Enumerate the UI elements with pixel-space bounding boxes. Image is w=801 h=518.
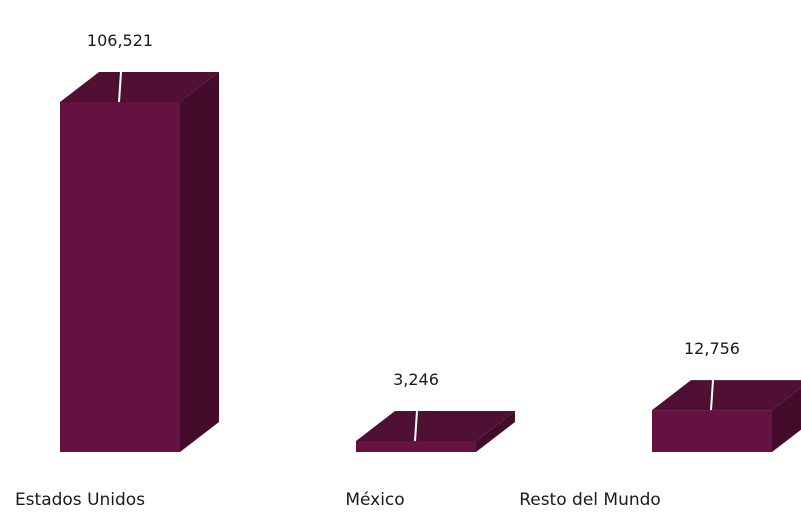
bar-side-2 xyxy=(476,411,515,452)
value-label-2: 3,246 xyxy=(393,370,439,389)
value-label-1: 106,521 xyxy=(87,31,153,50)
bar-front-2 xyxy=(356,441,476,452)
bar-top-1 xyxy=(60,72,219,102)
bar-top-2 xyxy=(356,411,515,441)
bar-highlight-2 xyxy=(414,410,418,442)
bar-highlight-3 xyxy=(710,380,714,411)
value-label-3: 12,756 xyxy=(684,339,740,358)
bar-top-3 xyxy=(652,380,801,411)
bar-front-1 xyxy=(60,102,180,452)
bar-side-3 xyxy=(772,387,801,452)
category-label-3: Resto del Mundo xyxy=(519,490,661,510)
category-label-2: México xyxy=(345,490,404,510)
category-label-1: Estados Unidos xyxy=(15,490,145,510)
bar-front-3 xyxy=(652,410,772,452)
bar-highlight-1 xyxy=(118,71,122,103)
bar-side-1 xyxy=(180,72,219,452)
